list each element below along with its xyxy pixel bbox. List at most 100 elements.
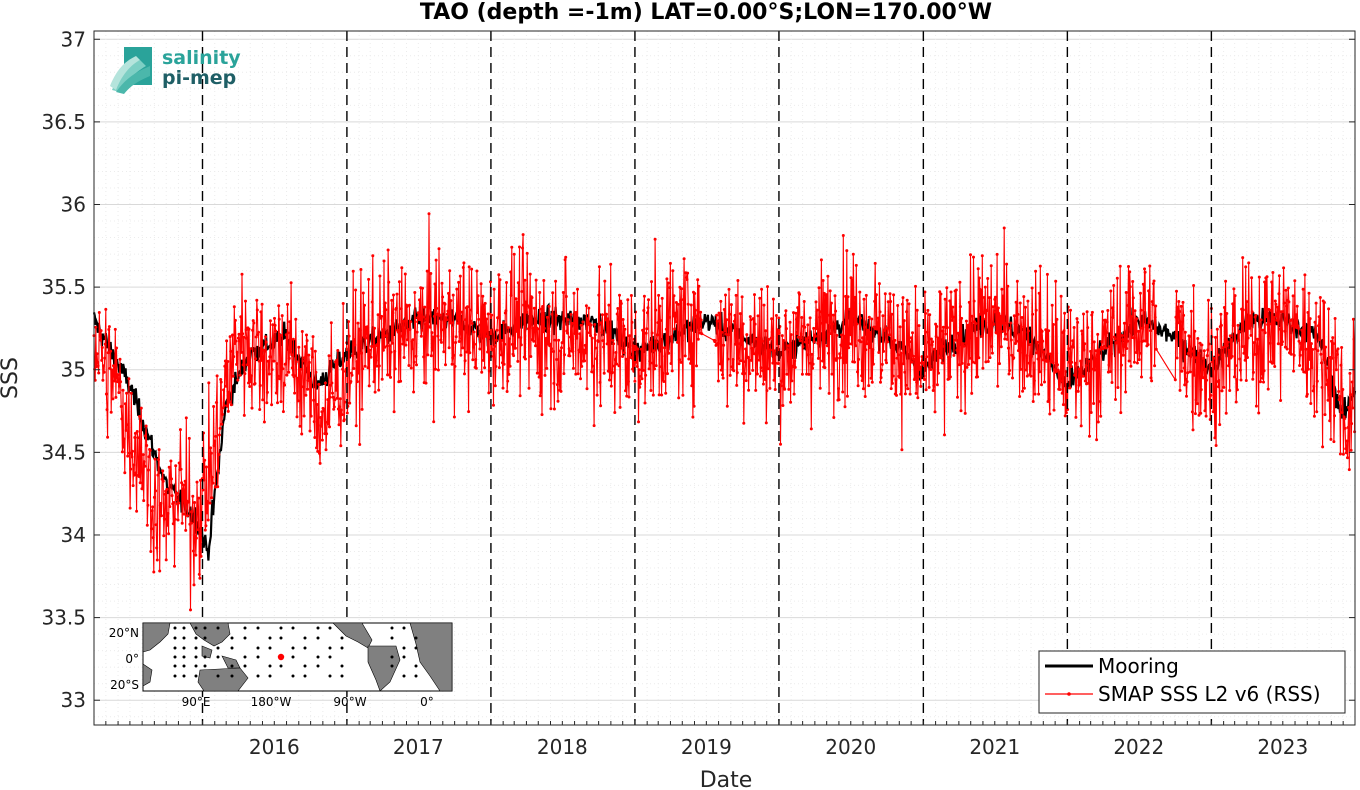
inset-buoy-dot bbox=[243, 655, 247, 659]
inset-buoy-dot bbox=[243, 664, 247, 668]
inset-buoy-dot bbox=[414, 636, 418, 640]
inset-buoy-dot bbox=[414, 674, 418, 678]
y-tick-label: 33 bbox=[61, 688, 86, 712]
inset-lat-label-20s: 20°S bbox=[110, 678, 139, 692]
legend-label-mooring: Mooring bbox=[1098, 654, 1179, 678]
inset-buoy-dot bbox=[194, 655, 198, 659]
inset-buoy-dot bbox=[303, 664, 307, 668]
inset-buoy-dot bbox=[291, 674, 295, 678]
inset-buoy-dot bbox=[402, 626, 406, 630]
inset-buoy-dot bbox=[291, 646, 295, 650]
logo-text-salinity: salinity bbox=[162, 47, 241, 69]
inset-buoy-dot bbox=[230, 664, 234, 668]
y-tick-label: 33.5 bbox=[41, 606, 86, 630]
inset-buoy-dot bbox=[316, 626, 320, 630]
inset-buoy-dot bbox=[230, 646, 234, 650]
inset-buoy-dot bbox=[173, 636, 177, 640]
inset-buoy-dot bbox=[194, 664, 198, 668]
inset-buoy-dot bbox=[268, 664, 272, 668]
y-tick-label: 37 bbox=[61, 27, 86, 51]
inset-buoy-dot bbox=[291, 626, 295, 630]
inset-buoy-dot bbox=[256, 655, 260, 659]
x-tick-label: 2020 bbox=[825, 735, 876, 759]
inset-buoy-dot bbox=[256, 646, 260, 650]
inset-buoy-dot bbox=[230, 674, 234, 678]
inset-buoy-dot bbox=[390, 664, 394, 668]
inset-buoy-dot bbox=[390, 655, 394, 659]
legend-label-smap: SMAP SSS L2 v6 (RSS) bbox=[1098, 682, 1321, 706]
x-axis-label: Date bbox=[700, 768, 753, 790]
inset-buoy-dot bbox=[402, 655, 406, 659]
inset-buoy-dot bbox=[303, 674, 307, 678]
inset-buoy-dot bbox=[328, 626, 332, 630]
inset-buoy-dot bbox=[203, 636, 207, 640]
logo-waves-icon bbox=[110, 47, 152, 94]
inset-buoy-dot bbox=[173, 664, 177, 668]
inset-buoy-dot bbox=[182, 655, 186, 659]
inset-buoy-dot bbox=[194, 636, 198, 640]
inset-buoy-dot bbox=[216, 646, 220, 650]
y-axis-label: SSS bbox=[0, 357, 23, 399]
inset-lon-label-90w: 90°W bbox=[333, 695, 366, 709]
x-tick-label: 2023 bbox=[1257, 735, 1308, 759]
inset-buoy-dot bbox=[194, 674, 198, 678]
y-tick-label: 34 bbox=[61, 523, 86, 547]
inset-buoy-dot bbox=[268, 674, 272, 678]
inset-buoy-dot bbox=[328, 646, 332, 650]
y-tick-label: 36 bbox=[61, 193, 86, 217]
inset-buoy-dot bbox=[414, 664, 418, 668]
inset-buoy-dot bbox=[173, 646, 177, 650]
logo-text-pi-mep: pi-mep bbox=[162, 67, 236, 89]
inset-buoy-dot bbox=[203, 655, 207, 659]
inset-buoy-dot bbox=[182, 626, 186, 630]
x-tick-label: 2022 bbox=[1113, 735, 1164, 759]
x-tick-label: 2021 bbox=[969, 735, 1020, 759]
inset-buoy-dot bbox=[194, 626, 198, 630]
inset-buoy-dot bbox=[303, 646, 307, 650]
inset-buoy-dot bbox=[216, 626, 220, 630]
legend: Mooring SMAP SSS L2 v6 (RSS) bbox=[1038, 650, 1346, 714]
inset-buoy-dot bbox=[173, 655, 177, 659]
inset-buoy-dot bbox=[268, 646, 272, 650]
inset-buoy-dot bbox=[279, 636, 283, 640]
series-line-smap bbox=[93, 213, 1356, 610]
inset-buoy-dot bbox=[216, 655, 220, 659]
inset-buoy-array bbox=[173, 626, 418, 678]
salinity-pi-mep-logo: salinity pi-mep bbox=[110, 47, 241, 94]
inset-buoy-dot bbox=[256, 626, 260, 630]
x-tick-label: 2016 bbox=[249, 735, 300, 759]
inset-lon-label-0: 0° bbox=[420, 695, 434, 709]
inset-buoy-dot bbox=[328, 655, 332, 659]
plot-frame bbox=[93, 30, 1356, 726]
inset-buoy-dot bbox=[316, 655, 320, 659]
inset-buoy-dot bbox=[402, 646, 406, 650]
inset-buoy-dot bbox=[194, 646, 198, 650]
inset-buoy-dot bbox=[340, 664, 344, 668]
inset-buoy-dot bbox=[203, 626, 207, 630]
inset-buoy-dot bbox=[402, 674, 406, 678]
inset-buoy-dot bbox=[243, 626, 247, 630]
y-tick-label: 35.5 bbox=[41, 275, 86, 299]
inset-buoy-dot bbox=[173, 626, 177, 630]
inset-map: 20°N 0° 20°S 90°E 180°W 90°W 0° bbox=[109, 622, 453, 709]
inset-buoy-dot bbox=[328, 674, 332, 678]
inset-buoy-dot bbox=[268, 636, 272, 640]
inset-buoy-dot bbox=[390, 636, 394, 640]
inset-lon-label-90e: 90°E bbox=[182, 695, 211, 709]
inset-buoy-dot bbox=[182, 646, 186, 650]
inset-buoy-dot bbox=[279, 626, 283, 630]
inset-buoy-dot bbox=[203, 664, 207, 668]
inset-buoy-dot bbox=[256, 674, 260, 678]
inset-selected-buoy bbox=[277, 653, 285, 661]
inset-buoy-dot bbox=[316, 636, 320, 640]
y-tick-label: 35 bbox=[61, 358, 86, 382]
inset-buoy-dot bbox=[182, 664, 186, 668]
inset-buoy-dot bbox=[173, 674, 177, 678]
y-tick-label: 34.5 bbox=[41, 440, 86, 464]
inset-buoy-dot bbox=[216, 674, 220, 678]
inset-buoy-dot bbox=[316, 664, 320, 668]
chart-title: TAO (depth =-1m) LAT=0.00°S;LON=170.00°W bbox=[420, 0, 992, 25]
x-tick-label: 2019 bbox=[681, 735, 732, 759]
x-tick-label: 2017 bbox=[393, 735, 444, 759]
